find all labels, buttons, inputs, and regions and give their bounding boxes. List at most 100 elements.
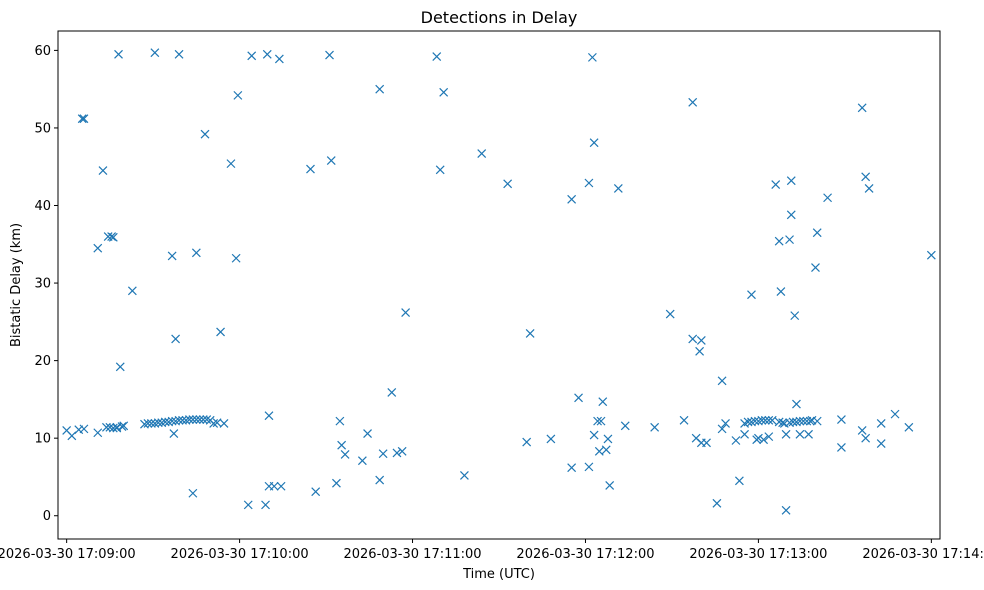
- chart-title: Detections in Delay: [421, 8, 578, 27]
- data-point-stroke: [795, 429, 805, 439]
- y-tick-label: 0: [43, 509, 51, 524]
- data-point-stroke: [584, 462, 594, 472]
- data-point-stroke: [174, 415, 184, 425]
- data-point-stroke: [679, 415, 689, 425]
- data-point-stroke: [774, 417, 784, 427]
- data-point-stroke: [795, 416, 805, 426]
- data-point-stroke: [740, 429, 750, 439]
- data-point-stroke: [650, 422, 660, 432]
- data-point-stroke: [160, 417, 170, 427]
- data-point-stroke: [712, 498, 722, 508]
- data-point: [757, 415, 767, 425]
- data-point: [734, 476, 744, 486]
- data-point: [764, 415, 774, 425]
- data-point-stroke: [103, 232, 113, 241]
- data-point-stroke: [262, 49, 272, 59]
- data-point-stroke: [127, 286, 137, 296]
- data-point: [188, 488, 198, 498]
- data-point-stroke: [79, 424, 89, 434]
- data-point-stroke: [115, 362, 125, 372]
- data-point: [276, 481, 286, 491]
- data-point-stroke: [876, 439, 886, 449]
- data-point-stroke: [459, 470, 469, 480]
- data-point-stroke: [332, 478, 341, 488]
- data-point: [721, 419, 730, 428]
- data-point-stroke: [721, 419, 730, 428]
- data-point: [477, 149, 487, 158]
- data-point-stroke: [567, 194, 577, 204]
- data-point-stroke: [747, 417, 756, 427]
- data-point: [77, 114, 87, 124]
- data-point-stroke: [325, 50, 334, 60]
- data-point: [593, 416, 603, 426]
- data-point-stroke: [601, 445, 611, 455]
- data-point-stroke: [767, 415, 777, 425]
- data-point-stroke: [392, 448, 402, 458]
- data-point: [340, 450, 350, 459]
- data-point-stroke: [108, 423, 118, 433]
- data-point: [857, 103, 867, 113]
- data-point: [98, 166, 108, 176]
- data-point: [397, 446, 407, 456]
- data-point: [503, 179, 513, 189]
- data-point-stroke: [264, 411, 274, 421]
- data-point-stroke: [688, 97, 698, 107]
- data-point-stroke: [605, 481, 615, 490]
- data-point: [760, 415, 770, 425]
- data-point-stroke: [804, 429, 813, 439]
- data-point-stroke: [337, 440, 347, 450]
- data-point: [115, 362, 125, 372]
- data-point: [804, 429, 813, 439]
- data-point: [764, 432, 774, 442]
- x-tick-label: 2026-03-30 17:11:00: [343, 547, 481, 562]
- data-point-stroke: [112, 423, 122, 433]
- data-point-stroke: [776, 287, 786, 297]
- data-point: [174, 415, 184, 425]
- data-point: [861, 433, 871, 443]
- data-point: [696, 336, 706, 345]
- data-point: [262, 49, 272, 59]
- y-tick-label: 10: [34, 432, 51, 447]
- data-point: [243, 500, 253, 510]
- data-point-stroke: [439, 87, 449, 97]
- data-point: [306, 164, 315, 174]
- data-point-stroke: [335, 416, 345, 426]
- data-point: [702, 438, 711, 448]
- data-point-stroke: [195, 415, 205, 424]
- data-point: [890, 409, 900, 419]
- data-point: [790, 311, 800, 321]
- data-point-stroke: [93, 428, 103, 438]
- data-point: [226, 159, 236, 169]
- data-point: [219, 419, 229, 428]
- data-point-stroke: [786, 176, 796, 186]
- data-point-stroke: [306, 164, 315, 174]
- data-point: [169, 429, 179, 438]
- data-point-stroke: [589, 138, 599, 148]
- y-axis: 0 10 20 30 40 50 60: [34, 44, 58, 524]
- data-point-stroke: [587, 52, 597, 62]
- data-point: [786, 176, 796, 186]
- data-point: [311, 487, 321, 497]
- data-point-stroke: [231, 253, 241, 263]
- data-point: [753, 433, 763, 443]
- y-tick-label: 60: [34, 44, 51, 59]
- data-point-stroke: [157, 418, 167, 428]
- data-point: [774, 417, 784, 427]
- data-point-stroke: [890, 409, 900, 419]
- data-point: [375, 475, 385, 485]
- data-point: [864, 184, 874, 193]
- data-point: [598, 397, 608, 407]
- x-axis-label: Time (UTC): [462, 567, 535, 582]
- data-point-stroke: [620, 421, 630, 431]
- data-point: [584, 178, 594, 188]
- data-point: [759, 435, 769, 445]
- data-point-stroke: [209, 419, 219, 428]
- data-point: [613, 184, 623, 193]
- data-point: [188, 415, 198, 424]
- data-point: [150, 48, 160, 58]
- data-point-stroke: [375, 84, 385, 94]
- y-tick-label: 50: [34, 121, 51, 136]
- data-point-stroke: [750, 416, 760, 426]
- data-point-stroke: [584, 178, 594, 188]
